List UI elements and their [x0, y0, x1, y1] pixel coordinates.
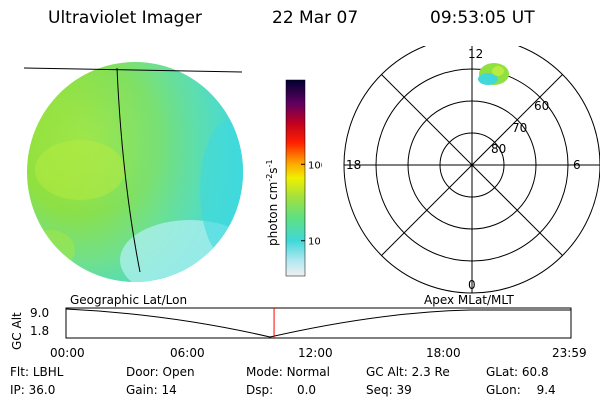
mlt-label-0: 0: [468, 278, 476, 292]
status-door: Door: Open: [126, 365, 195, 379]
x-tick-1200: 12:00: [298, 346, 333, 360]
y-tick-1.8: 1.8: [30, 324, 49, 338]
mlt-label-12: 12: [468, 47, 483, 61]
status-gcalt: GC Alt: 2.3 Re: [366, 365, 450, 379]
timeline-frame: [65, 307, 572, 339]
lat-label-80: 80: [491, 142, 506, 156]
colorbar-gradient: [285, 79, 306, 277]
y-tick-9: 9.0: [30, 306, 49, 320]
timeline-axis-title: GC Alt: [10, 312, 24, 350]
colorbar-unit-label: photon cm-2s-1: [265, 159, 280, 246]
uv-image: [23, 62, 243, 282]
x-tick-0000: 00:00: [50, 346, 85, 360]
status-glat: GLat: 60.8: [486, 365, 549, 379]
mlt-label-6: 6: [573, 158, 581, 172]
x-tick-0600: 06:00: [170, 346, 205, 360]
time-label: 09:53:05 UT: [430, 8, 535, 28]
x-tick-1800: 18:00: [426, 346, 461, 360]
colorbar-tick-label-1: 10: [308, 237, 321, 248]
status-gain: Gain: 14: [126, 383, 177, 397]
status-dsp: Dsp: 0.0: [246, 383, 317, 397]
uv-disk: [27, 62, 243, 282]
lat-label-60: 60: [534, 99, 549, 113]
altitude-curve: [65, 308, 571, 338]
status-flt: Flt: LBHL: [10, 365, 64, 379]
colorbar: 100 10 photon cm-2s-1: [265, 79, 322, 277]
apex-label: Apex MLat/MLT: [424, 293, 514, 307]
status-seq: Seq: 39: [366, 383, 412, 397]
status-mode: Mode: Normal: [246, 365, 330, 379]
geographic-label: Geographic Lat/Lon: [70, 293, 188, 307]
mlt-label-18: 18: [346, 158, 361, 172]
status-glon: GLon: 9.4: [486, 383, 556, 397]
date-label: 22 Mar 07: [272, 8, 359, 28]
colorbar-tick-label-0: 100: [308, 160, 322, 171]
status-ip: IP: 36.0: [10, 383, 56, 397]
instrument-title: Ultraviolet Imager: [48, 8, 202, 28]
lat-label-70: 70: [512, 121, 527, 135]
x-tick-2359: 23:59: [552, 346, 587, 360]
meridian-line: [116, 67, 141, 273]
timeline-plot: GC Alt 9.0 1.8: [10, 306, 572, 350]
horizon-line: [23, 67, 243, 73]
polar-mlt-plot: 12 18 6 0 60 70 80: [343, 46, 600, 294]
meridian-diag-2: [381, 74, 563, 256]
aurora-blob: [478, 63, 509, 85]
